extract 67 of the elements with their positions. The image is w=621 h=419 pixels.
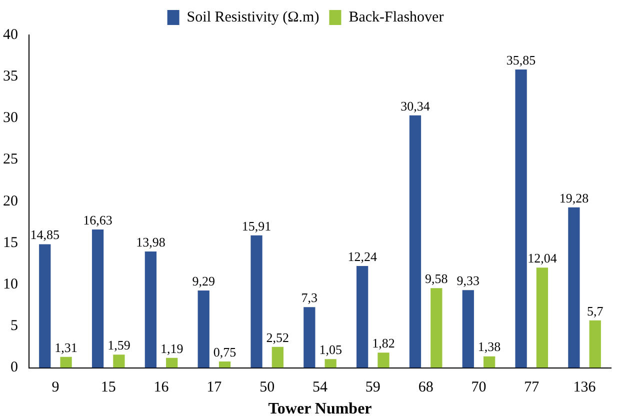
data-label: 2,52 xyxy=(266,330,290,345)
data-label: 1,59 xyxy=(108,337,130,352)
bar xyxy=(198,290,210,368)
bar xyxy=(536,268,548,368)
bar xyxy=(430,288,442,368)
data-label: 5,7 xyxy=(587,303,604,318)
bar xyxy=(113,354,125,368)
bar xyxy=(272,346,284,368)
x-tick-label: 54 xyxy=(312,380,328,396)
bar xyxy=(356,266,368,368)
x-tick-label: 17 xyxy=(206,380,222,396)
bar xyxy=(515,70,527,368)
y-tick-label: 35 xyxy=(3,68,18,85)
x-tick-label: 16 xyxy=(154,380,170,396)
legend-label: Soil Resistivity (Ω.m) xyxy=(186,9,320,26)
data-label: 12,04 xyxy=(528,250,558,266)
data-label: 15,91 xyxy=(242,218,272,234)
bar xyxy=(324,359,336,368)
bar xyxy=(60,356,72,368)
data-label: 12,24 xyxy=(348,248,378,264)
data-label: 1,31 xyxy=(54,340,78,355)
bar xyxy=(166,358,178,368)
data-label: 13,98 xyxy=(136,234,166,250)
y-tick-label: 30 xyxy=(3,110,18,126)
legend-label: Back-Flashover xyxy=(348,9,444,26)
y-tick-label: 15 xyxy=(3,234,18,251)
bar xyxy=(462,290,474,368)
data-label: 14,85 xyxy=(30,227,60,242)
data-label: 1,38 xyxy=(478,339,501,354)
data-label: 0,75 xyxy=(213,344,236,360)
bar xyxy=(250,235,262,368)
x-tick-label: 15 xyxy=(100,380,116,396)
x-axis-title: Tower Number xyxy=(268,400,372,418)
bar xyxy=(409,115,422,368)
data-label: 16,63 xyxy=(83,212,112,228)
bar xyxy=(144,251,157,368)
y-tick-label: 25 xyxy=(3,152,18,168)
data-label: 7,3 xyxy=(301,290,318,305)
data-label: 1,05 xyxy=(319,342,342,357)
bar xyxy=(304,307,316,368)
x-tick-label: 136 xyxy=(573,380,596,396)
x-tick-label: 77 xyxy=(524,380,540,396)
data-label: 19,28 xyxy=(559,190,589,206)
y-tick-label: 5 xyxy=(10,318,18,334)
bar xyxy=(218,362,231,368)
data-label: 9,58 xyxy=(425,271,448,286)
data-label: 9,33 xyxy=(456,273,480,288)
y-tick-label: 0 xyxy=(10,360,18,376)
bar xyxy=(483,356,496,368)
x-tick-label: 9 xyxy=(52,380,60,396)
bar xyxy=(568,207,580,368)
x-tick-label: 70 xyxy=(471,380,486,396)
y-tick-label: 40 xyxy=(3,26,18,43)
x-tick-label: 50 xyxy=(260,380,275,396)
y-tick-label: 20 xyxy=(3,193,18,210)
bar xyxy=(378,352,390,368)
bar xyxy=(589,320,601,368)
y-tick-label: 10 xyxy=(3,276,18,293)
x-tick-label: 59 xyxy=(365,380,380,396)
data-label: 30,34 xyxy=(400,98,430,114)
bar xyxy=(92,229,104,368)
data-label: 9,29 xyxy=(192,273,215,288)
data-label: 1,82 xyxy=(372,336,395,351)
data-label: 1,19 xyxy=(160,340,184,356)
bar xyxy=(39,244,51,368)
x-tick-label: 68 xyxy=(418,380,434,396)
data-label: 35,85 xyxy=(506,52,536,68)
